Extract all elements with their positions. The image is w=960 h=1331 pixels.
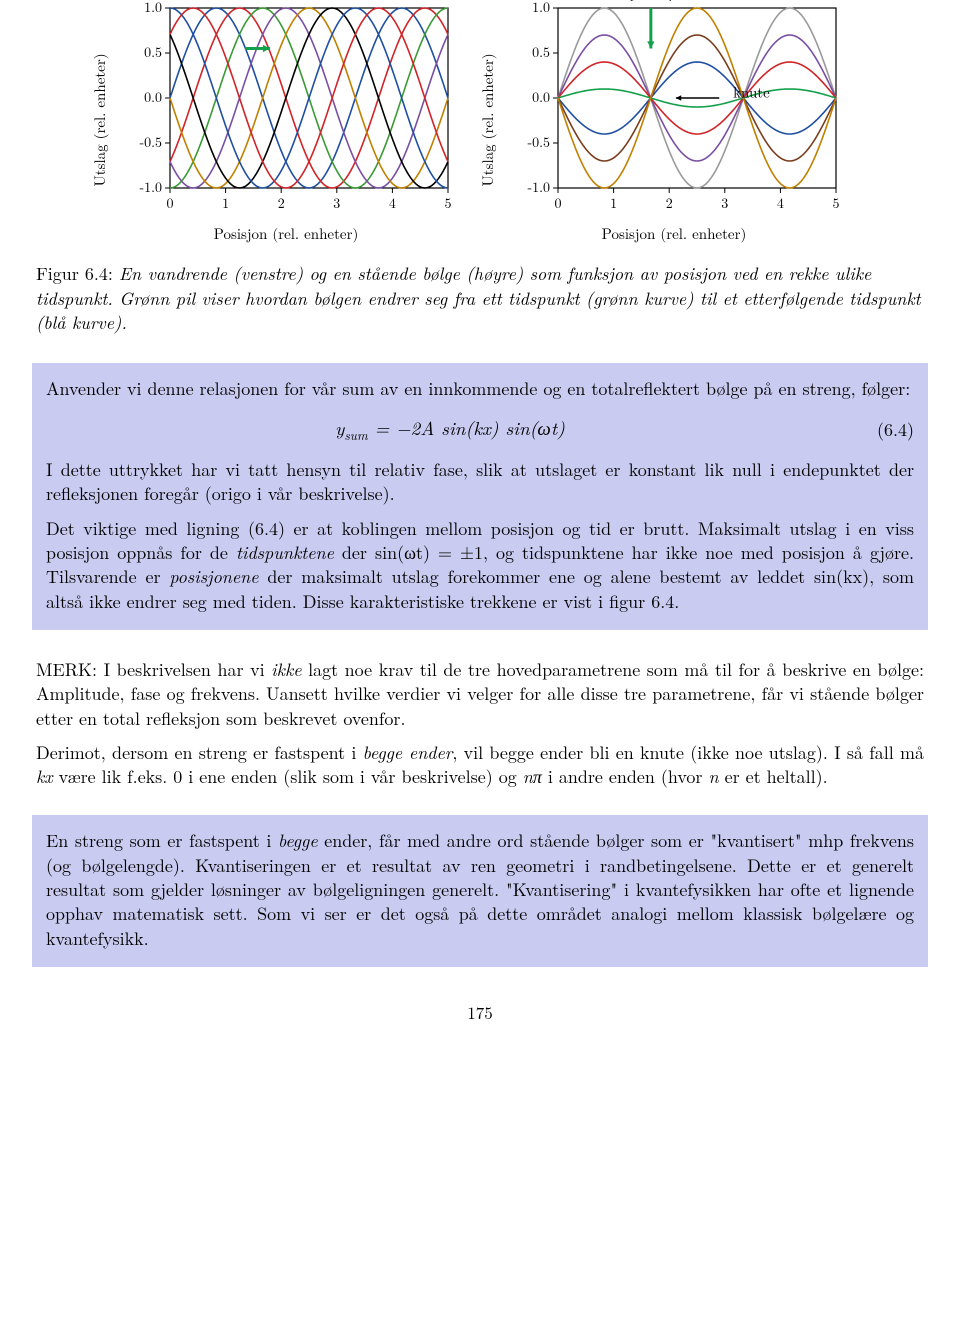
svg-text:4: 4	[777, 193, 784, 213]
svg-text:5: 5	[445, 193, 452, 213]
svg-text:5: 5	[833, 193, 840, 213]
svg-text:3: 3	[721, 193, 728, 213]
svg-text:1.0: 1.0	[532, 0, 550, 17]
merk-p2a: Derimot, dersom en streng er fastspent i	[36, 740, 363, 765]
merk-section: MERK: I beskrivelsen har vi ikke lagt no…	[36, 658, 924, 789]
page-number: 175	[32, 1001, 928, 1024]
xlabel-left: Posisjon (rel. enheter)	[116, 224, 456, 244]
svg-text:1.0: 1.0	[144, 0, 162, 17]
merk-kx: kx	[36, 764, 53, 789]
svg-text:0: 0	[167, 193, 174, 213]
merk-p2b: , vil begge ender bli en knute (ikke noe…	[452, 740, 924, 765]
box2-em-begge: begge	[278, 828, 318, 853]
box1-em-tidspunktene: tidspunktene	[236, 540, 334, 565]
highlight-box-2: En streng som er fastspent i begge ender…	[32, 815, 928, 966]
box1-p2: I dette uttrykket har vi tatt hensyn til…	[46, 458, 914, 507]
svg-text:0.5: 0.5	[532, 42, 550, 62]
equation-number: (6.4)	[854, 418, 914, 442]
merk-p2e: er et heltall).	[719, 764, 828, 789]
svg-text:0: 0	[555, 193, 562, 213]
merk-p2d: i andre enden (hvor	[542, 764, 709, 789]
merk-npi: nπ	[523, 764, 542, 789]
ylabel-right: Utslag (rel. enheter)	[478, 54, 498, 187]
xlabel-right: Posisjon (rel. enheter)	[504, 224, 844, 244]
merk-n: n	[708, 764, 718, 789]
standing-wave-plot: 0 1 2 3 4 5 -1.0 -0.5 0.0 0.5 1.0 buk knute	[504, 0, 844, 220]
svg-text:2: 2	[666, 193, 673, 213]
box1-p3: Det viktige med ligning (6.4) er at kobl…	[46, 517, 914, 614]
svg-text:1: 1	[610, 193, 617, 213]
svg-text:1: 1	[222, 193, 229, 213]
merk-p1a: MERK: I beskrivelsen har vi	[36, 657, 271, 682]
travelling-wave-plot: 0 1 2 3 4 5 -1.0 -0.5 0.0 0.5 1.0	[116, 0, 456, 220]
svg-text:0.0: 0.0	[532, 87, 550, 107]
merk-em-begge-ender: begge ender	[363, 740, 453, 765]
svg-text:4: 4	[389, 193, 396, 213]
box2-p1a: En streng som er fastspent i	[46, 828, 278, 853]
svg-text:buk: buk	[689, 0, 714, 2]
svg-text:knute: knute	[733, 82, 770, 103]
svg-text:-0.5: -0.5	[139, 132, 162, 152]
svg-text:2: 2	[278, 193, 285, 213]
merk-p2c: være lik f.eks. 0 i ene enden (slik som …	[53, 764, 523, 789]
plot-right-wrap: Utslag (rel. enheter) 012345-1.0-0.50.00…	[504, 0, 844, 244]
svg-text:3: 3	[333, 193, 340, 213]
svg-text:-0.5: -0.5	[527, 132, 550, 152]
box1-em-posisjonene: posisjonene	[169, 564, 258, 589]
svg-text:-1.0: -1.0	[139, 177, 162, 197]
figure-caption-text: En vandrende (venstre) og en stående bøl…	[36, 261, 921, 335]
svg-text:-1.0: -1.0	[527, 177, 550, 197]
plot-left-wrap: Utslag (rel. enheter) 012345-1.0-0.50.00…	[116, 0, 456, 244]
merk-em-ikke: ikke	[271, 657, 301, 682]
highlight-box-1: Anvender vi denne relasjonen for vår sum…	[32, 363, 928, 630]
merk-p2: Derimot, dersom en streng er fastspent i…	[36, 741, 924, 790]
equation-6-4: ysum = −2A sin(kx) sin(ωt)	[46, 415, 854, 444]
box1-intro: Anvender vi denne relasjonen for vår sum…	[46, 377, 914, 401]
figure-label: Figur 6.4:	[36, 261, 113, 286]
ylabel-left: Utslag (rel. enheter)	[90, 54, 110, 187]
svg-text:0.5: 0.5	[144, 42, 162, 62]
equation-6-4-row: ysum = −2A sin(kx) sin(ωt) (6.4)	[46, 415, 914, 444]
merk-p1: MERK: I beskrivelsen har vi ikke lagt no…	[36, 658, 924, 731]
box2-p1: En streng som er fastspent i begge ender…	[46, 829, 914, 950]
figure-caption: Figur 6.4: En vandrende (venstre) og en …	[36, 262, 924, 335]
svg-text:0.0: 0.0	[144, 87, 162, 107]
figure-6-4: Utslag (rel. enheter) 012345-1.0-0.50.00…	[32, 0, 928, 244]
